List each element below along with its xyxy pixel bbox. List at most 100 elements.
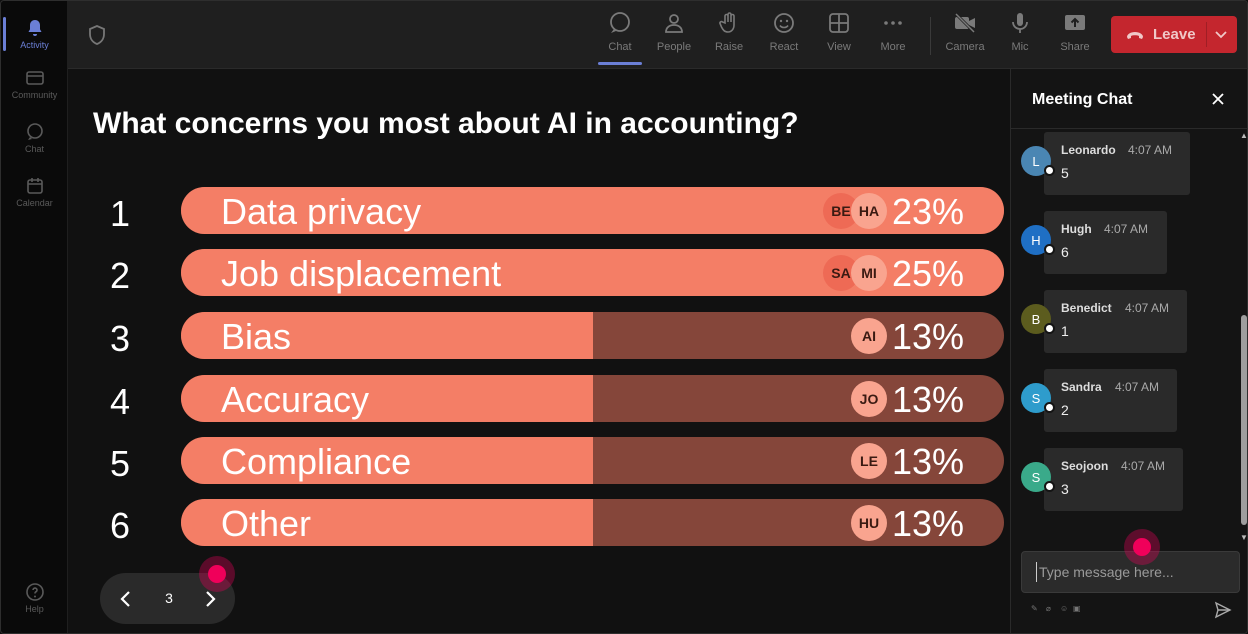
people-icon <box>665 14 683 33</box>
rail-item-activity[interactable]: Activity <box>3 9 66 59</box>
grid-icon <box>829 13 849 33</box>
chevron-right-icon[interactable] <box>200 589 220 609</box>
option-number: 4 <box>109 381 131 422</box>
rail-item-help[interactable]: Help <box>3 573 66 623</box>
message-bubble[interactable]: Hugh 4:07 AM 6 <box>1044 211 1167 274</box>
smile-icon <box>774 13 794 33</box>
meeting-toolbar: Chat People Raise React View More Camera <box>68 1 1247 69</box>
chat-message: Seojoon 4:07 AM 3 S <box>1011 448 1241 512</box>
message-time: 4:07 AM <box>1125 301 1170 315</box>
option-percent: 13% <box>891 379 964 420</box>
option-number: 2 <box>109 255 131 296</box>
attach-icon[interactable]: ⌀ <box>1046 604 1051 613</box>
hang-up-icon <box>1127 31 1143 39</box>
message-text: 1 <box>1061 323 1069 339</box>
voter-avatar: LE <box>851 443 887 479</box>
toolbar-chat-button[interactable]: Chat <box>596 11 644 65</box>
message-bubble[interactable]: Benedict 4:07 AM 1 <box>1044 290 1187 353</box>
toolbar-camera-button[interactable]: Camera <box>941 11 989 61</box>
voter-avatar: AI <box>851 318 887 354</box>
chevron-down-icon[interactable] <box>1213 26 1229 42</box>
calendar-icon <box>26 178 43 194</box>
option-number: 3 <box>109 318 131 359</box>
message-text: 2 <box>1061 402 1069 418</box>
option-label: Job displacement <box>221 253 502 294</box>
avatar[interactable]: B <box>1021 304 1051 334</box>
toolbar-raise-button[interactable]: Raise <box>705 11 753 61</box>
message-text: 6 <box>1061 244 1069 260</box>
toolbar-react-button[interactable]: React <box>760 11 808 61</box>
toolbar-view-button[interactable]: View <box>815 11 863 61</box>
gif-icon[interactable]: ▣ <box>1073 604 1081 613</box>
chat-message: Sandra 4:07 AM 2 S <box>1011 369 1241 433</box>
rail-label: Calendar <box>16 198 53 208</box>
rail-label: Activity <box>20 40 49 50</box>
option-label: Data privacy <box>221 191 422 232</box>
option-label: Other <box>221 503 312 544</box>
toolbar-label: Camera <box>945 41 985 53</box>
chat-icon <box>26 123 43 140</box>
option-percent: 13% <box>891 316 964 357</box>
cursor-indicator <box>1124 529 1160 565</box>
toolbar-label: View <box>827 41 851 53</box>
option-percent: 25% <box>891 253 964 294</box>
option-bar-fill <box>181 437 593 484</box>
chat-input-box[interactable] <box>1021 551 1240 593</box>
format-icon[interactable]: ✎ <box>1031 604 1038 613</box>
message-bubble[interactable]: Leonardo 4:07 AM 5 <box>1044 132 1190 195</box>
toolbar-share-button[interactable]: Share <box>1051 11 1099 61</box>
message-bubble[interactable]: Seojoon 4:07 AM 3 <box>1044 448 1183 511</box>
voter-avatar: HU <box>851 505 887 541</box>
poll-option-row: 4 Accuracy JO 13% <box>68 375 1010 423</box>
scroll-down-arrow[interactable]: ▼ <box>1240 533 1248 542</box>
rail-item-calendar[interactable]: Calendar <box>3 167 66 217</box>
toolbar-more-button[interactable]: More <box>869 11 917 61</box>
raise-hand-icon <box>719 12 735 33</box>
scroll-up-arrow[interactable]: ▲ <box>1240 131 1248 140</box>
chat-message-input[interactable] <box>1036 562 1226 582</box>
message-time: 4:07 AM <box>1121 459 1166 473</box>
option-bar: Data privacy BE HA 23% <box>181 187 1004 234</box>
leave-label: Leave <box>1153 26 1196 43</box>
option-bar-fill <box>181 375 593 422</box>
camera-off-icon <box>954 12 976 34</box>
toolbar-label: Share <box>1060 41 1090 53</box>
toolbar-label: Mic <box>1011 41 1029 53</box>
shield-icon[interactable] <box>88 25 106 45</box>
presence-indicator <box>1044 165 1055 176</box>
rail-label: Community <box>11 90 58 100</box>
close-icon[interactable] <box>1210 91 1226 107</box>
chat-header: Meeting Chat <box>1011 69 1247 129</box>
toolbar-people-button[interactable]: People <box>650 11 698 61</box>
emoji-icon[interactable]: ☺ <box>1060 604 1069 613</box>
chat-scrollbar[interactable]: ▲ ▼ <box>1239 131 1248 543</box>
toolbar-label: More <box>880 41 906 53</box>
send-icon[interactable] <box>1214 601 1232 619</box>
leave-button[interactable]: Leave <box>1111 16 1237 53</box>
app-rail: Activity Community Chat Calendar Help <box>1 1 68 633</box>
voter-avatar: JO <box>851 381 887 417</box>
option-number: 1 <box>109 193 131 234</box>
toolbar-label: Raise <box>714 41 744 53</box>
option-bar: Job displacement SA MI 25% <box>181 249 1004 296</box>
voter-avatar: BE <box>823 193 859 229</box>
option-percent: 13% <box>891 503 964 544</box>
scroll-thumb[interactable] <box>1241 315 1247 525</box>
message-bubble[interactable]: Sandra 4:07 AM 2 <box>1044 369 1177 432</box>
avatar[interactable]: H <box>1021 225 1051 255</box>
message-time: 4:07 AM <box>1104 222 1149 236</box>
presence-indicator <box>1044 402 1055 413</box>
chat-message: Leonardo 4:07 AM 5 L <box>1011 132 1241 196</box>
rail-item-community[interactable]: Community <box>3 59 66 109</box>
poll-option-row: 1 Data privacy BE HA 23% <box>68 187 1010 235</box>
option-bar-fill <box>181 499 593 546</box>
option-number: 6 <box>109 505 131 546</box>
sender-name: Seojoon <box>1061 459 1109 473</box>
rail-item-chat[interactable]: Chat <box>3 113 66 163</box>
poll-option-row: 2 Job displacement SA MI 25% <box>68 249 1010 297</box>
chevron-left-icon[interactable] <box>116 589 136 609</box>
poll-option-row: 6 Other HU 13% <box>68 499 1010 547</box>
toolbar-label: People <box>656 41 692 53</box>
toolbar-mic-button[interactable]: Mic <box>996 11 1044 61</box>
